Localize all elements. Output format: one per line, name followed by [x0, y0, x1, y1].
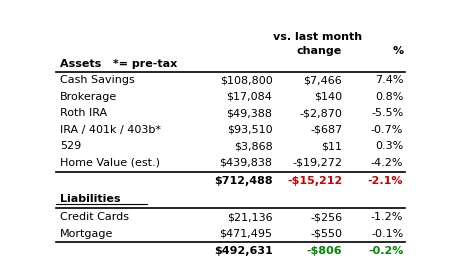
Text: vs. last month: vs. last month — [273, 32, 362, 42]
Text: $140: $140 — [314, 92, 342, 102]
Text: Credit Cards: Credit Cards — [60, 212, 129, 222]
Text: -$806: -$806 — [306, 246, 342, 256]
Text: Cash Savings: Cash Savings — [60, 75, 135, 85]
Text: Assets   *= pre-tax: Assets *= pre-tax — [60, 60, 177, 69]
Text: 0.8%: 0.8% — [375, 92, 403, 102]
Text: change: change — [297, 46, 342, 56]
Text: 0.3%: 0.3% — [375, 141, 403, 151]
Text: Mortgage: Mortgage — [60, 229, 113, 239]
Text: IRA / 401k / 403b*: IRA / 401k / 403b* — [60, 124, 161, 135]
Text: $17,084: $17,084 — [227, 92, 273, 102]
Text: -0.2%: -0.2% — [368, 246, 403, 256]
Text: $49,388: $49,388 — [226, 108, 273, 118]
Text: 529: 529 — [60, 141, 81, 151]
Text: -1.2%: -1.2% — [371, 212, 403, 222]
Text: %: % — [392, 46, 403, 56]
Text: -$15,212: -$15,212 — [287, 176, 342, 186]
Text: $712,488: $712,488 — [214, 176, 273, 186]
Text: 7.4%: 7.4% — [375, 75, 403, 85]
Text: -$256: -$256 — [310, 212, 342, 222]
Text: Roth IRA: Roth IRA — [60, 108, 107, 118]
Text: -$2,870: -$2,870 — [299, 108, 342, 118]
Text: $93,510: $93,510 — [227, 124, 273, 135]
Text: $471,495: $471,495 — [220, 229, 273, 239]
Text: Liabilities: Liabilities — [60, 194, 120, 204]
Text: -$687: -$687 — [310, 124, 342, 135]
Text: $21,136: $21,136 — [227, 212, 273, 222]
Text: -4.2%: -4.2% — [371, 158, 403, 168]
Text: -0.1%: -0.1% — [371, 229, 403, 239]
Text: $11: $11 — [321, 141, 342, 151]
Text: $439,838: $439,838 — [220, 158, 273, 168]
Text: -2.1%: -2.1% — [368, 176, 403, 186]
Text: $3,868: $3,868 — [234, 141, 273, 151]
Text: Brokerage: Brokerage — [60, 92, 117, 102]
Text: -$550: -$550 — [310, 229, 342, 239]
Text: $7,466: $7,466 — [303, 75, 342, 85]
Text: -$19,272: -$19,272 — [292, 158, 342, 168]
Text: -0.7%: -0.7% — [371, 124, 403, 135]
Text: Home Value (est.): Home Value (est.) — [60, 158, 160, 168]
Text: -5.5%: -5.5% — [371, 108, 403, 118]
Text: $108,800: $108,800 — [220, 75, 273, 85]
Text: $492,631: $492,631 — [214, 246, 273, 256]
